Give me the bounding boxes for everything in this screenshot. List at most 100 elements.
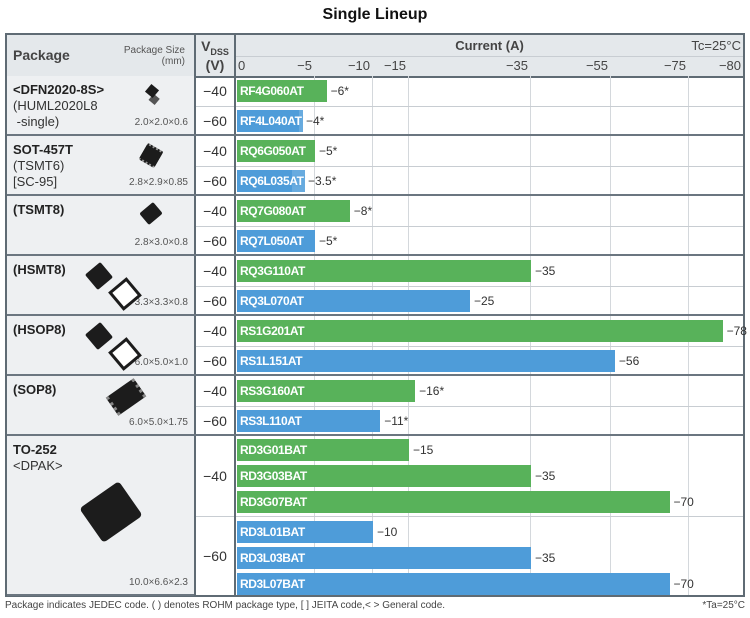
vdss-cell: −60	[194, 346, 236, 376]
bar-rd3g03bat[interactable]	[237, 465, 531, 487]
group-divider	[7, 134, 743, 136]
row-divider	[194, 166, 743, 167]
bar-part-label: RD3L01BAT	[240, 525, 305, 539]
bar-part-label: RQ3G110AT	[240, 264, 305, 278]
bar-rs3g160at[interactable]	[237, 380, 416, 402]
bar-rd3l07bat[interactable]	[237, 573, 670, 595]
vdss-cell: −60	[194, 226, 236, 256]
vdss-sub: DSS	[210, 46, 229, 57]
row-divider	[194, 406, 743, 407]
vdss-cell: −40	[194, 316, 236, 346]
package-code: (HSOP8)	[13, 322, 66, 337]
bar-value-label: −78	[726, 324, 747, 338]
package-size: 3.3×3.3×0.8	[134, 297, 188, 308]
bar-part-label: RQ6L035AT	[240, 174, 304, 188]
bar-rq7g080at[interactable]	[237, 200, 350, 222]
bar-part-label: RQ7L050AT	[240, 234, 304, 248]
bar-rq3l070at[interactable]	[237, 290, 470, 312]
package-cell: (HSOP8) 6.0×5.0×1.0	[7, 316, 194, 376]
package-size: 2.0×2.0×0.6	[134, 117, 188, 128]
axis-tick-label: −75	[663, 58, 686, 73]
group-divider	[7, 434, 743, 436]
package-size: 6.0×5.0×1.0	[134, 357, 188, 368]
row-divider	[194, 106, 743, 107]
package-cell: (SOP8) 6.0×5.0×1.75	[7, 376, 194, 436]
header-condition: Tc=25°C	[691, 38, 741, 53]
vdss-cell: −60	[194, 106, 236, 136]
header-divider	[236, 56, 743, 57]
lineup-table: Package Package Size (mm) VDSS (V) Curren…	[5, 33, 747, 597]
package-cell: <DFN2020-8S> (HUML2020L8 -single) 2.0×2.0×…	[7, 76, 194, 136]
bar-part-label: RQ6G050AT	[240, 144, 306, 158]
bar-rq6g050at[interactable]	[237, 140, 315, 162]
bar-rs3l110at[interactable]	[237, 410, 381, 432]
bar-part-label: RD3L07BAT	[240, 577, 305, 591]
bar-part-label: RQ7G080AT	[240, 204, 306, 218]
bar-value-label: −56	[618, 354, 640, 368]
bar-part-label: RD3L03BAT	[240, 551, 305, 565]
bar-part-label: RF4L040AT	[240, 114, 302, 128]
bar-part-label: RS3G160AT	[240, 384, 305, 398]
bar-value-label: −35	[535, 264, 556, 278]
bar-part-label: RQ3L070AT	[240, 294, 304, 308]
bar-label-backing	[291, 170, 305, 192]
package-cell: TO-252 <DPAK> 10.0×6.6×2.3	[7, 436, 194, 596]
header-package-size: Package Size (mm)	[124, 45, 185, 67]
axis-tick-label: −35	[505, 58, 528, 73]
group-divider	[7, 314, 743, 316]
group-divider	[7, 194, 743, 196]
bar-value-label: −6*	[330, 84, 349, 98]
bar-part-label: RD3G07BAT	[240, 495, 307, 509]
bar-rd3g07bat[interactable]	[237, 491, 670, 513]
sop8-chip-icon	[105, 378, 147, 416]
package-alt-code: (HUML2020L8	[13, 98, 98, 113]
bar-rs1l151at[interactable]	[237, 350, 615, 372]
package-cell: SOT-457T (TSMT6) [SC-95] 2.8×2.9×0.85	[7, 136, 194, 196]
hsmt8-chip-icon	[84, 261, 114, 291]
footer-ta-note: *Ta=25°C	[702, 600, 745, 611]
bar-rd3g01bat[interactable]	[237, 439, 409, 461]
axis-tick-label: −15	[383, 58, 406, 73]
package-code: <DFN2020-8S>	[13, 82, 105, 97]
axis-tick-label: 0	[238, 58, 246, 73]
header-vdss: VDSS (V)	[194, 35, 236, 76]
tsmt8-chip-icon	[139, 201, 163, 226]
group-divider	[7, 254, 743, 256]
footer-note: Package indicates JEDEC code. ( ) denote…	[5, 600, 446, 611]
sot-chip-icon	[138, 142, 164, 169]
package-size: 2.8×3.0×0.8	[134, 237, 188, 248]
package-code: TO-252	[13, 442, 57, 457]
header-current: Current (A)	[455, 38, 524, 53]
bar-part-label: RD3G03BAT	[240, 469, 307, 483]
bar-rd3l01bat[interactable]	[237, 521, 373, 543]
package-code: (HSMT8)	[13, 262, 66, 277]
package-size: 6.0×5.0×1.75	[129, 417, 188, 428]
bar-rq7l050at[interactable]	[237, 230, 315, 252]
bar-value-label: −35	[535, 469, 556, 483]
package-name: <DFN2020-8S> (HUML2020L8 -single)	[13, 82, 104, 130]
bar-value-label: −3.5*	[308, 174, 337, 188]
bar-rs1g201at[interactable]	[237, 320, 723, 342]
package-name: (HSOP8)	[13, 322, 66, 338]
package-size: 10.0×6.6×2.3	[129, 577, 188, 588]
bar-rf4g060at[interactable]	[237, 80, 327, 102]
package-cell: (HSMT8) 3.3×3.3×0.8	[7, 256, 194, 316]
package-code: (TSMT8)	[13, 202, 65, 217]
axis-tick-label: −5	[297, 58, 312, 73]
vdss-cell: −40	[194, 256, 236, 286]
header-package: Package	[13, 47, 70, 63]
bar-value-label: −4*	[306, 114, 325, 128]
bar-part-label: RS1L151AT	[240, 354, 303, 368]
bar-part-label: RS1G201AT	[240, 324, 305, 338]
package-alt-code: <DPAK>	[13, 458, 63, 473]
vdss-cell: −40	[194, 376, 236, 406]
bar-rq3g110at[interactable]	[237, 260, 531, 282]
bar-rd3l03bat[interactable]	[237, 547, 531, 569]
package-alt-code: [SC-95]	[13, 174, 58, 189]
bar-rf4l040at[interactable]	[237, 110, 300, 132]
bar-part-label: RS3L110AT	[240, 414, 302, 428]
bar-part-label: RF4G060AT	[240, 84, 304, 98]
bar-rq6l035at[interactable]	[237, 170, 292, 192]
package-name: TO-252 <DPAK>	[13, 442, 63, 474]
vdss-cell: −60	[194, 406, 236, 436]
